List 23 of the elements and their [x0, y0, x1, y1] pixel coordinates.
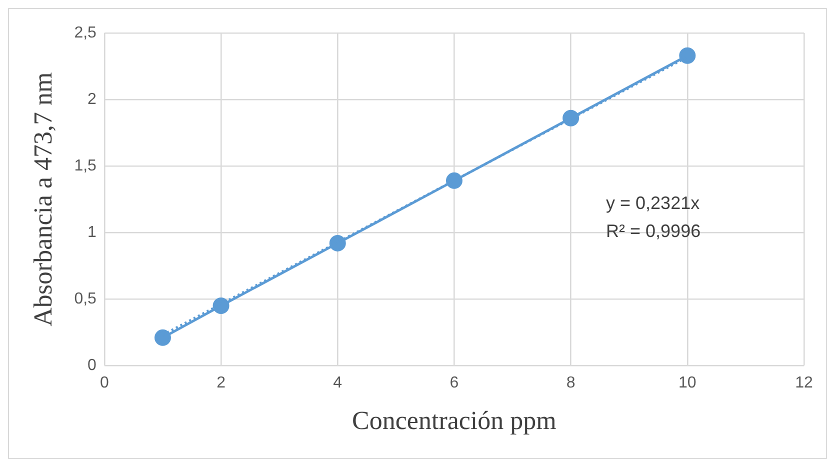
y-tick-label: 0,5	[74, 290, 97, 308]
annotation: y = 0,2321x	[606, 193, 700, 213]
x-tick-label: 4	[333, 374, 342, 392]
x-tick-label: 2	[216, 374, 226, 392]
y-tick-label: 2	[88, 90, 97, 108]
x-tick-label: 12	[795, 374, 813, 392]
y-tick-label: 1,5	[74, 157, 97, 174]
point	[446, 172, 462, 189]
x-tick-label: 8	[566, 374, 576, 392]
annotation: R² = 0,9996	[606, 221, 701, 241]
point	[329, 234, 346, 252]
y-tick-label: 2,5	[74, 24, 97, 42]
point	[212, 297, 230, 314]
point	[562, 110, 580, 126]
x-tick-label: 0	[100, 374, 109, 392]
point	[154, 329, 171, 346]
x-tick-label: 10	[678, 374, 696, 392]
y-axis-title: Absorbancia a 473,7 nm	[28, 72, 58, 326]
x-axis-title: Concentración ppm	[352, 406, 556, 436]
y-tick-label: 1	[88, 224, 97, 241]
x-tick-label: 6	[450, 374, 459, 392]
y-tick-label: 0	[88, 357, 97, 374]
point	[679, 47, 696, 64]
